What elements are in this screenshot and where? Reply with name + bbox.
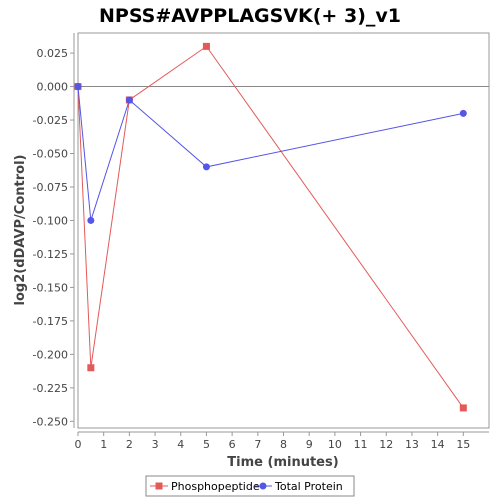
y-tick-label: -0.150 [33,281,68,294]
x-tick-label: 14 [431,438,445,451]
data-point [125,96,133,104]
y-tick-label: -0.025 [33,114,68,127]
y-tick-label: -0.175 [33,315,68,328]
x-tick-label: 0 [75,438,82,451]
chart-title: NPSS#AVPPLAGSVK(+ 3)_v1 [99,5,401,27]
x-axis: 0 1 2 3 4 5 6 7 8 9 10 11 12 13 14 15 [75,431,489,451]
y-tick-label: -0.250 [33,415,68,428]
x-tick-label: 11 [354,438,368,451]
y-tick-label: -0.125 [33,248,68,261]
y-tick-label: -0.075 [33,181,68,194]
x-tick-label: 10 [328,438,342,451]
plot-area [77,32,490,429]
x-tick-label: 4 [177,438,184,451]
y-tick-label: -0.200 [33,348,68,361]
x-tick-label: 2 [126,438,133,451]
legend-marker [155,482,163,490]
x-tick-label: 6 [229,438,236,451]
y-tick-label: 0.025 [37,47,69,60]
legend-label: Total Protein [274,480,343,493]
data-point [202,42,210,50]
y-tick-label: 0.000 [37,81,69,94]
x-axis-label: Time (minutes) [227,455,338,470]
y-tick-label: -0.050 [33,148,68,161]
series-layer [74,42,467,412]
data-point [87,364,95,372]
x-tick-label: 5 [203,438,210,451]
y-axis: 0.025 0.000 -0.025 -0.050 -0.075 -0.100 -0.125… [33,33,75,428]
data-point [74,83,82,91]
x-tick-label: 12 [379,438,393,451]
y-tick-label: -0.225 [33,382,68,395]
legend-item: Phosphopeptide [150,480,260,493]
x-tick-label: 8 [280,438,287,451]
legend-label: Phosphopeptide [171,480,260,493]
series-total-protein [74,83,467,224]
data-point [202,163,210,171]
y-tick-label: -0.100 [33,214,68,227]
x-tick-label: 1 [100,438,107,451]
data-point [87,216,95,224]
x-tick-label: 7 [254,438,261,451]
legend-marker [259,482,267,490]
legend-item: Total Protein [254,480,343,493]
x-tick-label: 3 [152,438,159,451]
legend-box [145,475,355,497]
legend: Phosphopeptide Total Protein [145,475,355,497]
y-axis-label: log2(dDAVP/Control) [13,155,28,306]
x-tick-label: 13 [405,438,419,451]
x-tick-label: 15 [456,438,470,451]
data-point [459,404,467,412]
x-tick-label: 9 [306,438,313,451]
data-point [459,109,467,117]
